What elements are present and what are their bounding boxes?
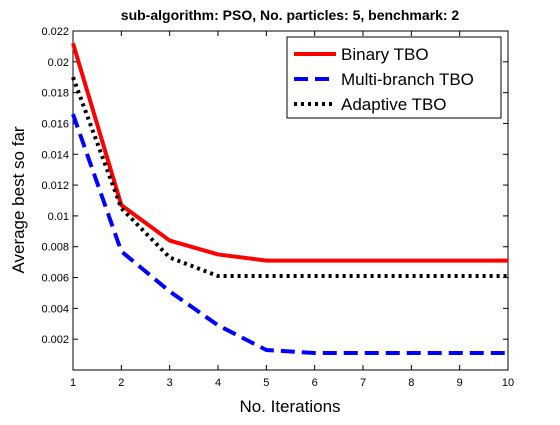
y-axis: 0.002 0.004 0.006 0.008 0.01 0.012 0.014 0.016 0… [41, 26, 508, 346]
x-tick-label: 1 [70, 377, 76, 389]
y-tick-label: 0.016 [41, 118, 69, 130]
x-tick-label: 8 [408, 377, 414, 389]
x-tick-label: 10 [502, 377, 514, 389]
y-tick-label: 0.01 [48, 211, 69, 223]
y-tick-label: 0.004 [41, 303, 69, 315]
x-tick-label: 5 [263, 377, 269, 389]
legend-label-3: Adaptive TBO [341, 95, 447, 114]
x-tick-label: 9 [457, 377, 463, 389]
x-tick-label: 2 [118, 377, 124, 389]
legend: Binary TBO Multi-branch TBO Adaptive TBO [286, 36, 502, 119]
legend-label-1: Binary TBO [341, 45, 429, 64]
x-tick-label: 3 [167, 377, 173, 389]
legend-label-2: Multi-branch TBO [341, 70, 474, 89]
y-tick-label: 0.014 [41, 149, 69, 161]
series-line-1 [71, 42, 508, 263]
y-tick-label: 0.022 [41, 26, 69, 38]
y-tick-label: 0.006 [41, 273, 69, 285]
y-axis-label: Average best so far [9, 126, 28, 273]
chart-title: sub-algorithm: PSO, No. particles: 5, be… [121, 7, 460, 23]
y-tick-label: 0.008 [41, 242, 69, 254]
x-tick-label: 4 [215, 377, 221, 389]
x-axis-label: No. Iterations [239, 397, 340, 416]
x-axis: 1 2 3 4 5 6 7 8 9 10 [70, 31, 514, 389]
series-line-3 [71, 76, 508, 278]
x-tick-label: 6 [312, 377, 318, 389]
y-tick-label: 0.012 [41, 180, 69, 192]
x-tick-label: 7 [360, 377, 366, 389]
y-tick-label: 0.02 [48, 57, 69, 69]
series-line-2 [71, 113, 508, 356]
y-tick-label: 0.018 [41, 88, 69, 100]
series-group [71, 42, 508, 356]
y-tick-label: 0.002 [41, 334, 69, 346]
